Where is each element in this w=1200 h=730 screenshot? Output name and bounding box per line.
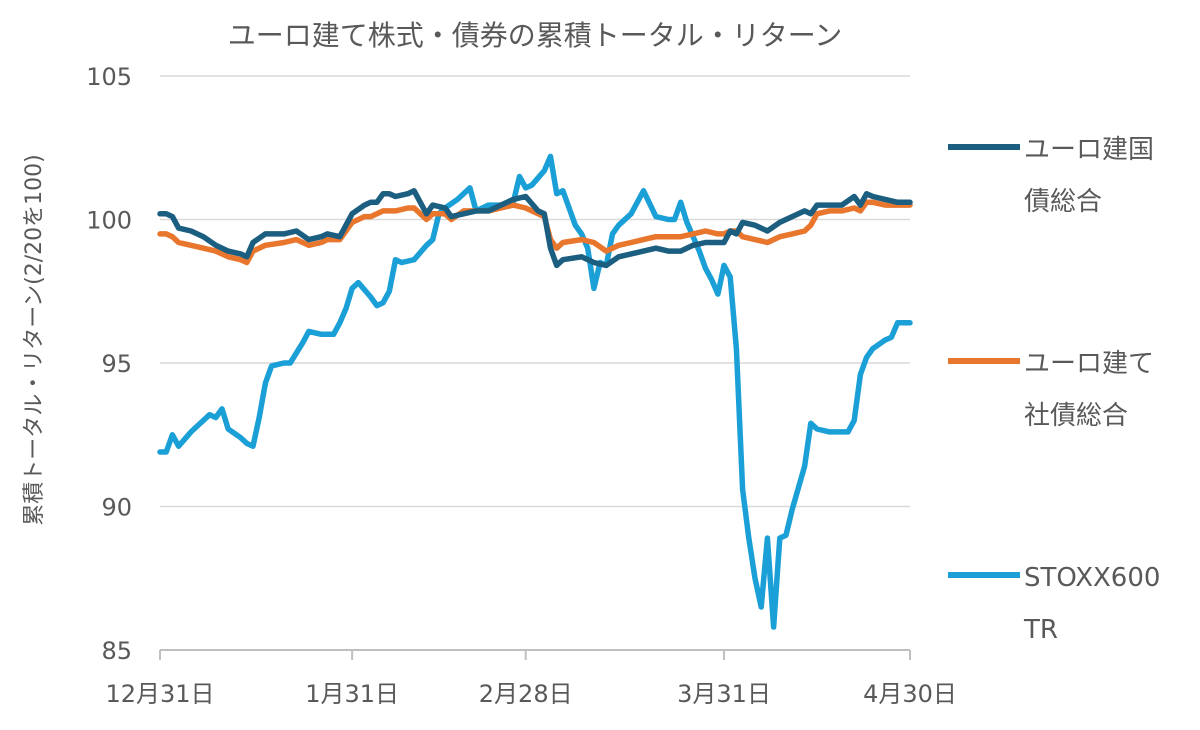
legend-label-line: STOXX600 [1024, 563, 1161, 593]
gridlines [160, 75, 910, 508]
chart-title: ユーロ建て株式・債券の累積トータル・リターン [227, 19, 843, 52]
x-tick-label: 2月28日 [479, 680, 573, 708]
x-tick-label: 1月31日 [305, 680, 399, 708]
legend-label-line: ユーロ建て [1024, 349, 1155, 379]
legend-label-line: 債総合 [1024, 187, 1103, 217]
x-tick-label: 12月31日 [105, 680, 214, 708]
legend-label-line: ユーロ建国 [1024, 135, 1155, 165]
legend-label-government-bonds: ユーロ建国 債総合 [1024, 124, 1194, 228]
y-tick-label: 90 [101, 494, 132, 522]
y-tick-label: 100 [86, 207, 132, 235]
y-tick-label: 85 [101, 637, 132, 665]
series-lines [157, 153, 913, 630]
series-line-2 [157, 153, 913, 630]
y-tick-label: 105 [86, 63, 132, 91]
legend-label-line: TR [1024, 615, 1058, 645]
legend-swatch-government-bonds [948, 144, 1020, 150]
legend-swatch-corporate-bonds [948, 358, 1020, 364]
x-tick-label: 3月31日 [677, 680, 771, 708]
series-line-0 [157, 188, 913, 269]
legend-label-corporate-bonds: ユーロ建て 社債総合 [1024, 338, 1194, 442]
y-axis-label: 累積トータル・リターン(2/20を100) [22, 154, 47, 526]
legend-label-line: 社債総合 [1024, 401, 1129, 431]
y-tick-label: 95 [101, 350, 132, 378]
axes: 85 90 95 100 105 12月31日 1月31日 2月28日 3月31日 4月30日 [86, 63, 957, 708]
x-tick-label: 4月30日 [863, 680, 957, 708]
legend-label-stoxx600: STOXX600 TR [1024, 552, 1194, 656]
legend-swatch-stoxx600 [948, 572, 1020, 578]
